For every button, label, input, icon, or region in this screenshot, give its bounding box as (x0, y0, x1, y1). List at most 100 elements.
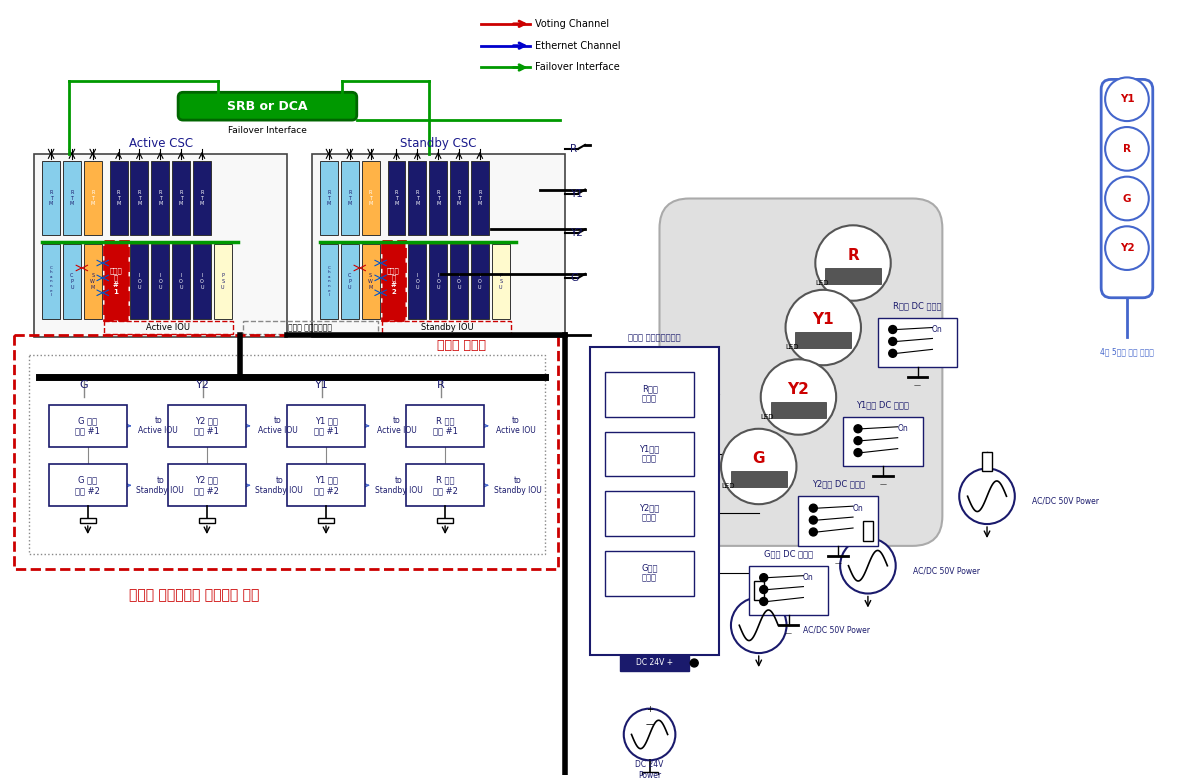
Text: to
Standby IOU: to Standby IOU (256, 476, 303, 495)
Text: Y1 전류
센서 #1: Y1 전류 센서 #1 (314, 416, 339, 436)
Text: R
T
M: R T M (436, 190, 441, 206)
Text: Standby CSC: Standby CSC (401, 137, 476, 151)
FancyBboxPatch shape (84, 161, 102, 235)
Text: Y1: Y1 (570, 188, 583, 198)
Text: DC 24V
Power: DC 24V Power (635, 761, 664, 780)
Text: P
S
U: P S U (222, 273, 224, 290)
Text: R 전류
센서 #1: R 전류 센서 #1 (433, 416, 457, 436)
FancyBboxPatch shape (604, 491, 694, 536)
Circle shape (720, 429, 796, 505)
FancyBboxPatch shape (429, 244, 447, 319)
Text: to
Standby IOU: to Standby IOU (374, 476, 422, 495)
FancyBboxPatch shape (604, 551, 694, 595)
Circle shape (959, 469, 1014, 524)
FancyBboxPatch shape (49, 405, 127, 447)
Text: G: G (79, 380, 88, 390)
FancyBboxPatch shape (492, 244, 510, 319)
FancyBboxPatch shape (43, 244, 60, 319)
FancyBboxPatch shape (152, 244, 169, 319)
Text: 4등 5현시 철도 신호기: 4등 5현시 철도 신호기 (1100, 348, 1154, 357)
Text: Active IOU: Active IOU (146, 323, 191, 332)
Text: LED: LED (761, 414, 774, 420)
Text: I
O
U: I O U (416, 273, 419, 290)
FancyBboxPatch shape (382, 241, 405, 319)
Text: R
T
M: R T M (49, 190, 53, 206)
Text: Y2등록
스위치: Y2등록 스위치 (640, 504, 660, 522)
Text: R: R (1123, 144, 1130, 154)
Text: R: R (570, 144, 577, 154)
Text: AC/DC 50V Power: AC/DC 50V Power (912, 566, 980, 575)
Text: C
P
U: C P U (70, 273, 73, 290)
Text: I
O
U: I O U (436, 273, 440, 290)
Text: R
T
M: R T M (200, 190, 204, 206)
FancyBboxPatch shape (43, 161, 60, 235)
Text: —: — (834, 561, 841, 567)
Circle shape (840, 538, 896, 594)
Circle shape (760, 586, 768, 594)
FancyBboxPatch shape (84, 244, 102, 319)
FancyBboxPatch shape (450, 244, 468, 319)
Text: LED: LED (786, 344, 799, 351)
Text: R
T
M: R T M (70, 190, 73, 206)
Circle shape (1106, 177, 1148, 220)
Text: On: On (897, 424, 908, 433)
FancyBboxPatch shape (213, 244, 232, 319)
Text: Y2: Y2 (196, 380, 210, 390)
FancyBboxPatch shape (590, 348, 719, 655)
Text: R: R (437, 380, 446, 390)
FancyBboxPatch shape (168, 405, 245, 447)
FancyBboxPatch shape (387, 161, 405, 235)
Text: R: R (847, 248, 859, 262)
Text: +: + (646, 705, 653, 714)
Text: C
h
a
n
n
e
l: C h a n n e l (50, 266, 52, 298)
FancyBboxPatch shape (172, 161, 190, 235)
FancyBboxPatch shape (193, 244, 211, 319)
FancyBboxPatch shape (49, 465, 127, 506)
FancyBboxPatch shape (1101, 80, 1153, 298)
FancyBboxPatch shape (604, 373, 694, 417)
FancyBboxPatch shape (34, 154, 287, 337)
Text: R
T
M: R T M (395, 190, 398, 206)
Text: Y1: Y1 (1120, 95, 1134, 104)
FancyBboxPatch shape (341, 161, 359, 235)
FancyBboxPatch shape (152, 161, 169, 235)
Text: R
T
M: R T M (90, 190, 95, 206)
Text: DC 24V +: DC 24V + (636, 658, 673, 668)
Text: R
T
M: R T M (179, 190, 184, 206)
FancyBboxPatch shape (406, 405, 483, 447)
Text: 신호기 고장판단회로: 신호기 고장판단회로 (288, 323, 332, 332)
Circle shape (1106, 77, 1148, 121)
FancyBboxPatch shape (749, 565, 828, 615)
Text: G: G (752, 451, 766, 466)
Text: to
Active IOU: to Active IOU (139, 416, 178, 436)
Text: LED: LED (815, 280, 828, 286)
Text: G: G (570, 273, 578, 283)
Text: 고안전 철도신호기 검지모듈 범위: 고안전 철도신호기 검지모듈 범위 (128, 589, 258, 602)
Circle shape (690, 659, 698, 667)
FancyBboxPatch shape (130, 244, 148, 319)
FancyBboxPatch shape (878, 318, 957, 367)
FancyBboxPatch shape (825, 268, 880, 284)
Circle shape (854, 437, 861, 444)
FancyBboxPatch shape (799, 496, 878, 546)
Text: On: On (853, 504, 864, 512)
FancyBboxPatch shape (863, 521, 873, 541)
Text: Ethernet Channel: Ethernet Channel (536, 41, 621, 51)
FancyBboxPatch shape (450, 161, 468, 235)
FancyBboxPatch shape (318, 518, 334, 523)
Text: Y2제어 DC 계전기: Y2제어 DC 계전기 (812, 480, 865, 489)
FancyBboxPatch shape (429, 161, 447, 235)
FancyBboxPatch shape (287, 465, 365, 506)
FancyBboxPatch shape (437, 518, 453, 523)
FancyBboxPatch shape (409, 244, 427, 319)
FancyBboxPatch shape (178, 92, 357, 120)
Text: G등록
스위치: G등록 스위치 (641, 563, 658, 583)
Text: I
O
U: I O U (200, 273, 204, 290)
FancyBboxPatch shape (193, 161, 211, 235)
Text: Y2: Y2 (788, 382, 809, 397)
FancyBboxPatch shape (199, 518, 214, 523)
Circle shape (731, 597, 787, 653)
Text: Y1 전류
센서 #2: Y1 전류 센서 #2 (314, 476, 339, 495)
Text: to
Active IOU: to Active IOU (495, 416, 536, 436)
FancyBboxPatch shape (641, 772, 658, 777)
